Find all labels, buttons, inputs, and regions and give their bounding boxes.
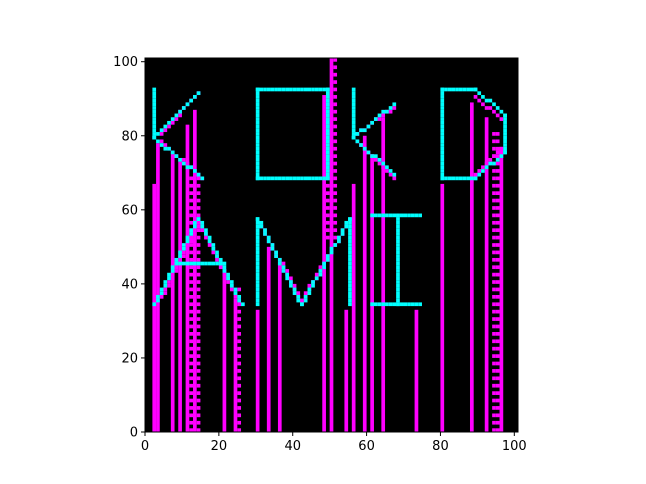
x-tick-label-40: 40 xyxy=(284,439,301,454)
cyan-shape-12 xyxy=(396,213,400,307)
magenta-column-16 xyxy=(370,154,374,432)
cyan-shape-4 xyxy=(255,87,330,181)
magenta-column-18 xyxy=(414,309,419,432)
dotted-column-0 xyxy=(189,176,194,432)
magenta-column-7 xyxy=(233,298,238,432)
magenta-column-0 xyxy=(152,183,157,432)
cyan-shape-13 xyxy=(440,87,507,181)
x-tick-label-0: 0 xyxy=(141,439,149,454)
dotted-column-2 xyxy=(237,287,242,432)
dotted-column-1 xyxy=(196,176,201,432)
y-tick-label-0: 0 xyxy=(130,426,138,441)
magenta-column-19 xyxy=(440,183,445,432)
x-tick-label-60: 60 xyxy=(358,439,375,454)
x-tick-label-80: 80 xyxy=(432,439,449,454)
magenta-column-9 xyxy=(266,246,271,432)
x-tick-label-100: 100 xyxy=(502,439,527,454)
magenta-column-3 xyxy=(178,161,182,432)
cyan-shape-9 xyxy=(351,135,397,177)
cyan-shape-7 xyxy=(348,217,352,307)
y-tick-label-60: 60 xyxy=(121,203,138,218)
magenta-column-5 xyxy=(193,109,197,432)
magenta-column-2 xyxy=(170,154,175,432)
cyan-shape-6 xyxy=(255,217,260,307)
magenta-column-8 xyxy=(255,309,260,432)
y-tick-label-40: 40 xyxy=(121,277,138,292)
cyan-shape-1 xyxy=(152,135,205,181)
magenta-column-10 xyxy=(277,261,282,432)
magenta-column-13 xyxy=(344,309,349,432)
magenta-column-1 xyxy=(156,143,160,432)
magenta-column-20 xyxy=(469,102,474,433)
dotted-column-4 xyxy=(333,58,338,240)
magenta-column-6 xyxy=(222,269,227,432)
cyan-shape-0 xyxy=(152,87,201,140)
plot-area xyxy=(144,57,519,433)
magenta-column-22 xyxy=(499,146,504,433)
dotted-column-6 xyxy=(495,132,500,432)
y-tick-label-100: 100 xyxy=(113,55,138,70)
stepped-segment-9 xyxy=(473,146,504,177)
y-axis: 0 20 40 60 80 100 xyxy=(113,55,145,441)
stepped-segment-2 xyxy=(159,220,201,299)
cyan-shape-3 xyxy=(174,261,227,266)
magenta-column-21 xyxy=(484,117,489,432)
x-tick-label-20: 20 xyxy=(211,439,228,454)
y-tick-label-80: 80 xyxy=(121,129,138,144)
x-axis: 0 20 40 60 80 100 xyxy=(141,432,527,454)
plot-frame xyxy=(144,57,519,433)
dotted-column-5 xyxy=(492,132,496,432)
magenta-column-15 xyxy=(362,135,367,432)
magenta-column-12 xyxy=(329,58,334,432)
magenta-column-14 xyxy=(351,183,356,432)
image-data-layer xyxy=(152,58,507,433)
magenta-column-4 xyxy=(185,124,190,432)
magenta-column-17 xyxy=(381,117,386,432)
stepped-segment-8 xyxy=(473,95,504,121)
y-tick-label-20: 20 xyxy=(121,351,138,366)
